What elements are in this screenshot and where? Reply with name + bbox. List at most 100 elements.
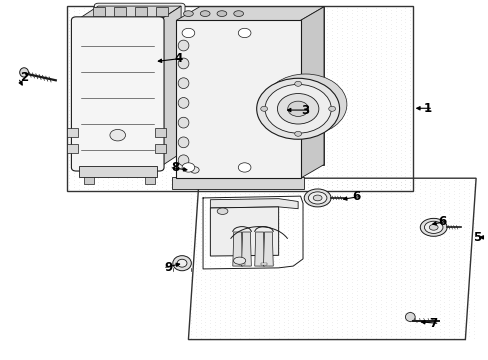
Point xyxy=(84,42,92,48)
Point xyxy=(225,274,233,280)
Point xyxy=(342,80,350,86)
Point xyxy=(211,179,219,185)
Point xyxy=(410,260,418,265)
Point xyxy=(211,122,219,127)
Point xyxy=(225,131,233,136)
Point xyxy=(323,324,331,330)
Point xyxy=(406,294,413,300)
Point xyxy=(245,314,253,319)
Point xyxy=(274,245,282,251)
Point xyxy=(70,91,78,97)
Point xyxy=(75,168,82,174)
Point xyxy=(401,234,408,240)
Point xyxy=(323,177,331,183)
Point xyxy=(186,331,194,337)
Point xyxy=(269,193,277,199)
Point xyxy=(313,109,321,115)
Point xyxy=(186,123,194,129)
Point xyxy=(464,283,472,289)
Point xyxy=(294,138,302,143)
Point xyxy=(138,23,146,29)
Point xyxy=(362,131,369,136)
Point xyxy=(332,87,340,93)
Point xyxy=(279,21,287,27)
Point xyxy=(225,51,233,57)
Point xyxy=(410,217,418,222)
Point xyxy=(177,87,184,93)
Point xyxy=(119,159,126,165)
Point xyxy=(167,37,175,43)
Point xyxy=(299,333,306,339)
Point xyxy=(327,32,335,38)
Point xyxy=(269,305,277,310)
Point xyxy=(245,210,253,215)
Point xyxy=(313,23,321,29)
Point xyxy=(269,258,277,264)
Point xyxy=(289,211,297,217)
Point xyxy=(201,100,209,106)
Point xyxy=(440,328,447,333)
Point xyxy=(376,157,384,163)
Point xyxy=(425,204,433,210)
Point xyxy=(186,245,194,251)
Point xyxy=(376,225,384,231)
Point xyxy=(264,30,272,36)
Point xyxy=(308,161,316,167)
Point xyxy=(323,98,331,104)
Point xyxy=(230,46,238,52)
Point xyxy=(308,168,316,174)
Point xyxy=(391,120,399,126)
Point xyxy=(274,174,282,179)
Point xyxy=(347,247,355,253)
Point xyxy=(381,116,389,122)
Point xyxy=(240,161,248,167)
Point xyxy=(182,28,189,34)
Point xyxy=(201,172,209,177)
Point xyxy=(201,10,209,16)
Point xyxy=(138,95,146,100)
Point xyxy=(157,41,165,46)
Point xyxy=(406,204,413,210)
Point xyxy=(401,335,408,341)
Point xyxy=(318,201,326,206)
Point xyxy=(464,215,472,221)
Point xyxy=(157,77,165,82)
Text: 9: 9 xyxy=(164,261,173,274)
Point xyxy=(206,134,214,140)
Point xyxy=(264,166,272,172)
Point xyxy=(313,177,321,183)
Point xyxy=(279,243,287,249)
Point xyxy=(80,66,87,72)
Point xyxy=(337,93,345,99)
Point xyxy=(182,161,189,167)
Point xyxy=(318,114,326,120)
Point xyxy=(84,89,92,95)
Point xyxy=(162,36,170,41)
Point xyxy=(211,53,219,59)
Point xyxy=(138,84,146,90)
Point xyxy=(386,261,394,267)
Point xyxy=(289,319,297,324)
Point xyxy=(304,177,311,183)
Point xyxy=(119,105,126,111)
Point xyxy=(327,71,335,77)
Point xyxy=(201,42,209,48)
Ellipse shape xyxy=(178,117,188,128)
Point xyxy=(235,77,243,82)
Point xyxy=(337,272,345,278)
Point xyxy=(435,297,443,303)
Point xyxy=(332,274,340,280)
Point xyxy=(445,186,452,192)
Point xyxy=(454,276,462,282)
Point xyxy=(221,39,228,45)
Point xyxy=(196,324,204,330)
Point xyxy=(172,64,180,70)
Point xyxy=(201,114,209,120)
Point xyxy=(415,312,423,318)
Point xyxy=(225,156,233,161)
Point xyxy=(299,279,306,285)
Point xyxy=(235,274,243,280)
Point xyxy=(294,105,302,111)
Point xyxy=(337,75,345,81)
Point xyxy=(269,326,277,332)
